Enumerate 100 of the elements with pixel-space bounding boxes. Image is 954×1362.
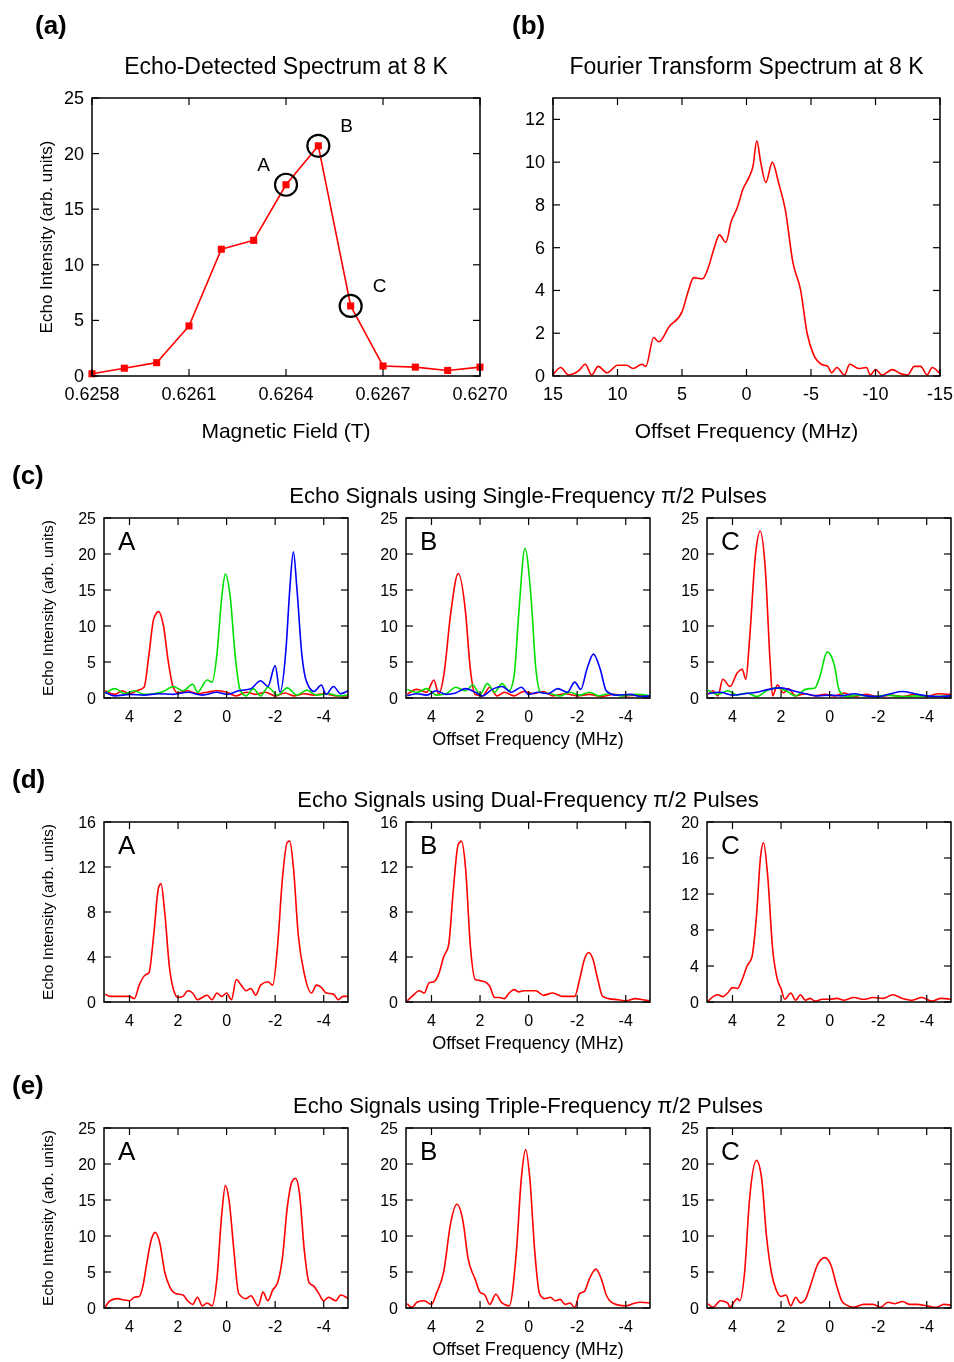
y-tick-label: 20 bbox=[78, 546, 97, 563]
line-series bbox=[707, 687, 952, 698]
x-tick-label: -4 bbox=[618, 1012, 633, 1029]
text: (a) bbox=[35, 10, 67, 40]
x-tick-label: 2 bbox=[475, 1012, 485, 1029]
x-tick-label: -4 bbox=[316, 1318, 331, 1335]
y-tick-label: 12 bbox=[380, 859, 399, 876]
annotation: A bbox=[257, 153, 271, 175]
x-tick-label: -2 bbox=[570, 708, 585, 725]
y-tick-label: 20 bbox=[681, 1156, 700, 1173]
y-tick-label: 8 bbox=[389, 904, 399, 921]
x-tick-label: 2 bbox=[776, 708, 786, 725]
y-tick-label: 15 bbox=[63, 199, 84, 220]
y-tick-label: 5 bbox=[389, 1264, 399, 1281]
x-tick-label: 0.6261 bbox=[161, 384, 217, 404]
x-tick-label: 4 bbox=[427, 1012, 437, 1029]
x-tick-label: 0 bbox=[222, 708, 232, 725]
x-tick-label: -2 bbox=[871, 708, 886, 725]
point bbox=[185, 322, 193, 330]
chart-title: Echo Signals using Dual-Frequency π/2 Pulses bbox=[297, 787, 759, 812]
y-tick-label: 6 bbox=[534, 237, 545, 258]
x-tick-label: -2 bbox=[871, 1012, 886, 1029]
x-tick-label: 0.6258 bbox=[64, 384, 120, 404]
x-tick-label: -2 bbox=[268, 1012, 283, 1029]
y-tick-label: 25 bbox=[380, 1120, 399, 1137]
x-tick-label: 0 bbox=[741, 384, 752, 404]
line-series bbox=[104, 573, 349, 697]
x-tick-label: -2 bbox=[871, 1318, 886, 1335]
line-series bbox=[104, 1177, 349, 1309]
y-tick-label: 0 bbox=[389, 690, 399, 707]
text: (b) bbox=[512, 10, 546, 40]
x-tick-label: 2 bbox=[173, 1318, 183, 1335]
x-tick-label: -10 bbox=[862, 384, 889, 404]
x-tick-label: 4 bbox=[125, 1012, 135, 1029]
y-tick-label: 15 bbox=[681, 1192, 700, 1209]
x-tick-label: 0.6264 bbox=[258, 384, 314, 404]
y-tick-label: 5 bbox=[87, 1264, 97, 1281]
x-tick-label: -4 bbox=[919, 1318, 934, 1335]
y-tick-label: 25 bbox=[380, 510, 399, 527]
y-tick-label: 25 bbox=[681, 1120, 700, 1137]
y-tick-label: 25 bbox=[78, 510, 97, 527]
y-tick-label: 0 bbox=[87, 690, 97, 707]
y-tick-label: 0 bbox=[87, 1300, 97, 1317]
y-tick-label: 4 bbox=[87, 949, 97, 966]
x-tick-label: 4 bbox=[427, 1318, 437, 1335]
y-tick-label: 16 bbox=[380, 814, 399, 831]
line-series bbox=[104, 610, 349, 697]
text: (d) bbox=[12, 764, 46, 794]
y-axis-title: Echo Intensity (arb. units) bbox=[39, 1130, 56, 1306]
x-tick-label: -4 bbox=[316, 708, 331, 725]
x-tick-label: 0 bbox=[222, 1318, 232, 1335]
y-tick-label: 16 bbox=[681, 850, 700, 867]
annotation: C bbox=[372, 274, 387, 296]
x-tick-label: -2 bbox=[268, 1318, 283, 1335]
chart-title: Echo-Detected Spectrum at 8 K bbox=[124, 53, 449, 79]
x-tick-label: -4 bbox=[919, 1012, 934, 1029]
x-tick-label: 2 bbox=[475, 708, 485, 725]
y-tick-label: 12 bbox=[524, 109, 545, 130]
x-tick-label: 2 bbox=[173, 708, 183, 725]
chart-title: Fourier Transform Spectrum at 8 K bbox=[569, 53, 925, 79]
line-series bbox=[707, 1159, 952, 1309]
y-tick-label: 20 bbox=[63, 143, 84, 164]
y-tick-label: 5 bbox=[73, 310, 84, 331]
point bbox=[411, 363, 419, 371]
x-tick-label: -4 bbox=[919, 708, 934, 725]
y-tick-label: 20 bbox=[681, 546, 700, 563]
y-tick-label: 25 bbox=[78, 1120, 97, 1137]
y-tick-label: 5 bbox=[389, 654, 399, 671]
y-tick-label: 25 bbox=[63, 88, 84, 108]
y-tick-label: 20 bbox=[380, 546, 399, 563]
y-tick-label: 20 bbox=[681, 814, 700, 831]
annotation: B bbox=[420, 1136, 438, 1166]
x-tick-label: 4 bbox=[125, 708, 135, 725]
x-tick-label: 4 bbox=[728, 1318, 738, 1335]
point bbox=[250, 236, 258, 244]
x-tick-label: 0 bbox=[825, 1012, 835, 1029]
y-tick-label: 10 bbox=[380, 618, 399, 635]
y-tick-label: 4 bbox=[389, 949, 399, 966]
y-tick-label: 0 bbox=[690, 994, 700, 1011]
line-series bbox=[707, 530, 952, 698]
y-tick-label: 20 bbox=[380, 1156, 399, 1173]
y-tick-label: 5 bbox=[87, 654, 97, 671]
x-tick-label: -2 bbox=[570, 1012, 585, 1029]
x-axis-title: Offset Frequency (MHz) bbox=[432, 1033, 624, 1053]
x-tick-label: -4 bbox=[618, 708, 633, 725]
x-tick-label: 2 bbox=[475, 1318, 485, 1335]
y-tick-label: 10 bbox=[681, 1228, 700, 1245]
x-tick-label: 0 bbox=[825, 1318, 835, 1335]
y-tick-label: 10 bbox=[524, 152, 545, 173]
x-tick-label: 0 bbox=[825, 708, 835, 725]
point bbox=[120, 364, 128, 372]
x-tick-label: 10 bbox=[607, 384, 628, 404]
x-axis-title: Offset Frequency (MHz) bbox=[432, 729, 624, 749]
x-tick-label: 2 bbox=[776, 1012, 786, 1029]
y-tick-label: 0 bbox=[690, 690, 700, 707]
y-tick-label: 20 bbox=[78, 1156, 97, 1173]
annotation: C bbox=[721, 830, 740, 860]
y-tick-label: 12 bbox=[681, 886, 700, 903]
annotation: C bbox=[721, 1136, 740, 1166]
x-tick-label: 2 bbox=[173, 1012, 183, 1029]
